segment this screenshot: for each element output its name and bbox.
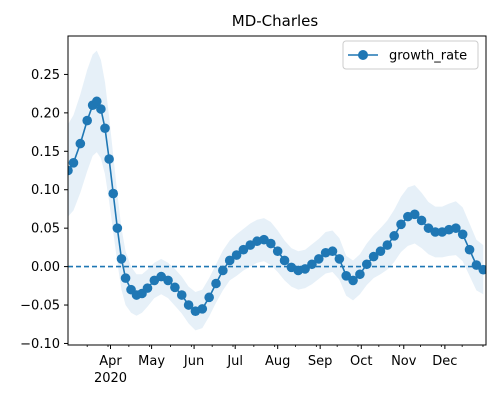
data-point: [183, 300, 194, 310]
data-point: [314, 254, 324, 264]
data-point: [142, 283, 153, 293]
x-tick-label: May: [138, 354, 165, 369]
x-tick-label: Nov: [391, 354, 417, 369]
data-point: [361, 259, 372, 270]
data-point: [218, 265, 228, 276]
legend-marker-swatch: [358, 50, 368, 60]
data-point: [457, 229, 468, 240]
y-tick-label: 0.15: [31, 145, 60, 160]
data-point: [231, 250, 242, 260]
data-point: [471, 260, 482, 270]
data-point: [451, 223, 461, 233]
data-point: [348, 275, 358, 286]
legend-label-growth-rate: growth_rate: [389, 49, 467, 64]
data-point: [382, 240, 393, 250]
data-point: [327, 246, 338, 257]
x-tick-label: Aug: [265, 354, 290, 369]
data-point: [238, 244, 249, 255]
x-tick-label: Oct: [350, 354, 372, 369]
plot-frame: [67, 35, 487, 346]
data-point: [120, 273, 131, 283]
data-point: [82, 115, 92, 126]
data-point: [355, 269, 365, 280]
data-point: [272, 246, 283, 257]
data-point: [266, 238, 276, 249]
y-tick-label: 0.20: [31, 106, 60, 121]
data-point: [91, 96, 102, 107]
data-point: [416, 215, 427, 226]
x-tick-label: Apr: [99, 354, 122, 369]
data-point: [170, 282, 180, 293]
data-point: [341, 271, 352, 281]
y-tick-label: 0.25: [31, 68, 60, 83]
legend: growth_rate: [342, 40, 479, 70]
data-point: [409, 209, 420, 220]
data-point: [197, 304, 208, 314]
data-point: [96, 104, 106, 114]
data-point: [279, 255, 290, 266]
x-tick-label: Dec: [432, 354, 457, 369]
data-point: [224, 255, 235, 266]
data-point: [430, 227, 441, 237]
data-point: [464, 244, 475, 255]
series-markers-growth-rate: [68, 96, 486, 316]
data-point: [116, 254, 127, 264]
data-point: [334, 254, 345, 264]
data-point: [389, 231, 399, 241]
y-tick-label: −0.10: [20, 337, 60, 352]
x-tick-label: Jun: [183, 354, 204, 369]
axes: −0.10 −0.05 0.00 0.05 0.10 0.15 0.20 0.25 Apr 202…: [20, 35, 487, 386]
data-point: [68, 158, 79, 168]
x-tick-sublabel: 2020: [94, 371, 127, 386]
data-point: [396, 219, 406, 230]
data-point: [375, 246, 386, 257]
data-point: [204, 292, 214, 303]
data-point: [478, 264, 486, 275]
data-point: [163, 275, 173, 286]
legend-box: [342, 40, 479, 70]
confidence-band: [68, 50, 484, 331]
data-point: [100, 123, 110, 134]
x-tick-label: Sep: [308, 354, 333, 369]
plot-area: [68, 50, 486, 331]
y-tick-label: 0.00: [31, 260, 60, 275]
data-point: [108, 188, 119, 199]
x-tick-label: Jul: [226, 354, 243, 369]
data-point: [368, 251, 379, 262]
data-point: [300, 264, 310, 274]
plot-clip-group: [68, 50, 486, 331]
data-point: [307, 259, 317, 270]
data-point: [75, 138, 86, 149]
chart-title: MD-Charles: [232, 12, 319, 30]
y-tick-label: 0.05: [31, 222, 60, 237]
data-point: [104, 154, 114, 164]
y-tick-label: 0.10: [31, 183, 60, 198]
y-tick-label: −0.05: [20, 299, 60, 314]
data-point: [176, 290, 187, 300]
data-point: [211, 278, 221, 289]
data-point: [112, 223, 123, 233]
data-point: [68, 165, 73, 176]
